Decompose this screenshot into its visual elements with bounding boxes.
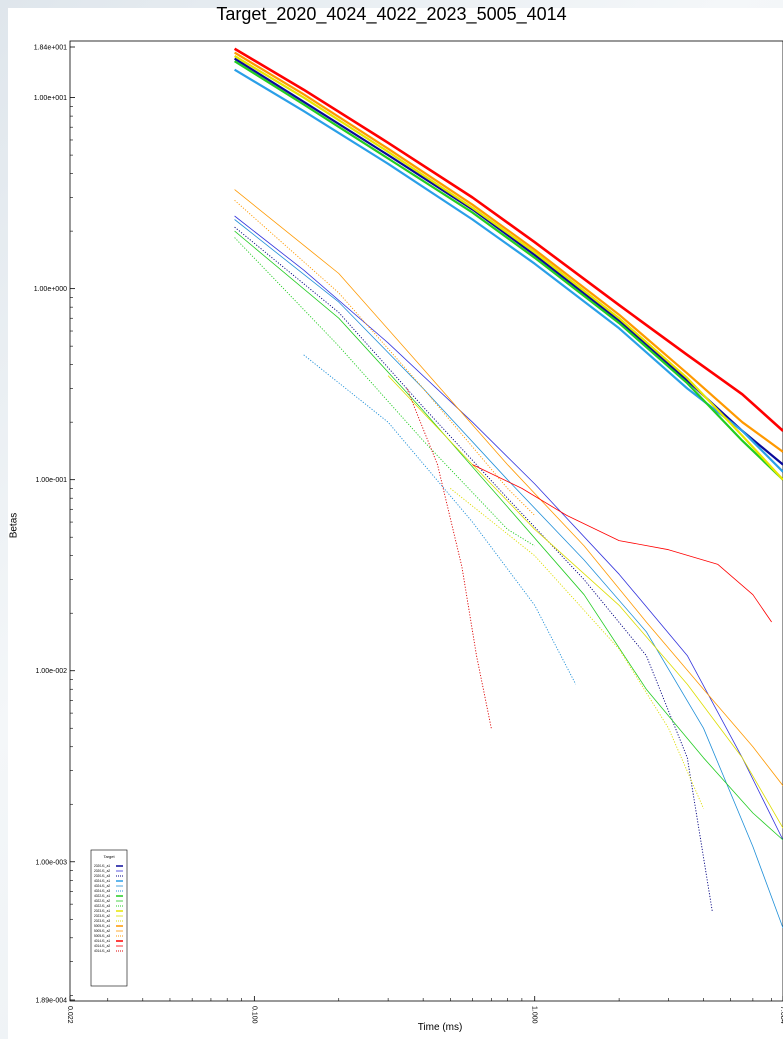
series-line-4022-f1_a3 — [234, 237, 535, 547]
y-tick-label: 1.00e-002 — [35, 668, 67, 675]
series-line-2020-f1_a2 — [234, 215, 783, 841]
y-tick-label: 1.00e+000 — [34, 286, 67, 293]
series-group — [233, 47, 783, 929]
legend-title: Target — [103, 854, 115, 859]
series-line-5005-f1_a3 — [234, 199, 536, 516]
x-tick-label: 1.000 — [531, 1006, 538, 1024]
series-line-4014-f1_a1 — [233, 47, 783, 432]
x-tick-label: 7.684 — [779, 1006, 783, 1024]
series-line-2023-f1_a3 — [450, 488, 704, 809]
series-line-4014-f1_a2 — [472, 464, 772, 623]
legend: Target2020-f1_a12020-f1_a22020-f1_a34024… — [90, 849, 128, 987]
series-line-2020-f1_a1 — [234, 57, 783, 466]
series-line-4024-f1_a2 — [234, 219, 783, 929]
legend-entry-label: 4014-f1_a3 — [94, 949, 110, 953]
series-line-4022-f1_a1 — [234, 60, 783, 481]
y-tick-label: 1.89e-004 — [35, 998, 67, 1005]
series-line-4024-f1_a3 — [303, 354, 577, 685]
y-tick-label: 1.00e+001 — [34, 95, 67, 102]
plot-frame — [69, 40, 783, 1002]
chart-title: Target_2020_4024_4022_2023_5005_4014 — [216, 4, 567, 24]
legend-box — [90, 849, 128, 987]
legend-entry-label: 4014-f1_a1 — [94, 939, 110, 943]
series-line-5005-f1_a2 — [234, 189, 783, 786]
legend-entry-label: 2023-f1_a3 — [94, 919, 110, 923]
x-tick-label: 0.100 — [250, 1006, 257, 1024]
y-tick-label: 1.00e-001 — [35, 477, 67, 484]
legend-entry-label: 2020-f1_a1 — [94, 864, 110, 868]
y-tick-label: 1.84e+001 — [34, 45, 67, 52]
legend-entry-label: 4022-f1_a3 — [94, 904, 110, 908]
legend-entry-label: 4024-f1_a3 — [94, 889, 110, 893]
series-line-2023-f1_a1 — [234, 55, 783, 481]
legend-entry-label: 2020-f1_a2 — [94, 869, 110, 873]
x-axis: 0.022 0.100 1.000 7.684 — [66, 996, 783, 1024]
legend-entry-label: 4014-f1_a2 — [94, 944, 110, 948]
legend-entry-label: 4022-f1_a2 — [94, 899, 110, 903]
legend-entry-label: 4024-f1_a1 — [94, 879, 110, 883]
legend-entry-label: 5005-f1_a2 — [94, 929, 110, 933]
legend-entry-label: 4022-f1_a1 — [94, 894, 110, 898]
series-line-5005-f1_a1 — [234, 51, 783, 453]
y-axis: 1.84e+001 1.00e+001 1.00e+000 1.00e-001 1.00… — [34, 45, 75, 1005]
legend-entry-label: 5005-f1_a3 — [94, 934, 110, 938]
legend-entry-label: 4024-f1_a2 — [94, 884, 110, 888]
series-line-4022-f1_a2 — [234, 230, 783, 841]
legend-entry-label: 5005-f1_a1 — [94, 924, 110, 928]
x-axis-label: Time (ms) — [417, 1022, 463, 1033]
legend-entry-label: 2023-f1_a2 — [94, 914, 110, 918]
y-tick-label: 1.00e-003 — [35, 859, 67, 866]
x-tick-label: 0.022 — [66, 1006, 73, 1024]
legend-entry-label: 2023-f1_a1 — [94, 909, 110, 913]
legend-entry-label: 2020-f1_a3 — [94, 874, 110, 878]
